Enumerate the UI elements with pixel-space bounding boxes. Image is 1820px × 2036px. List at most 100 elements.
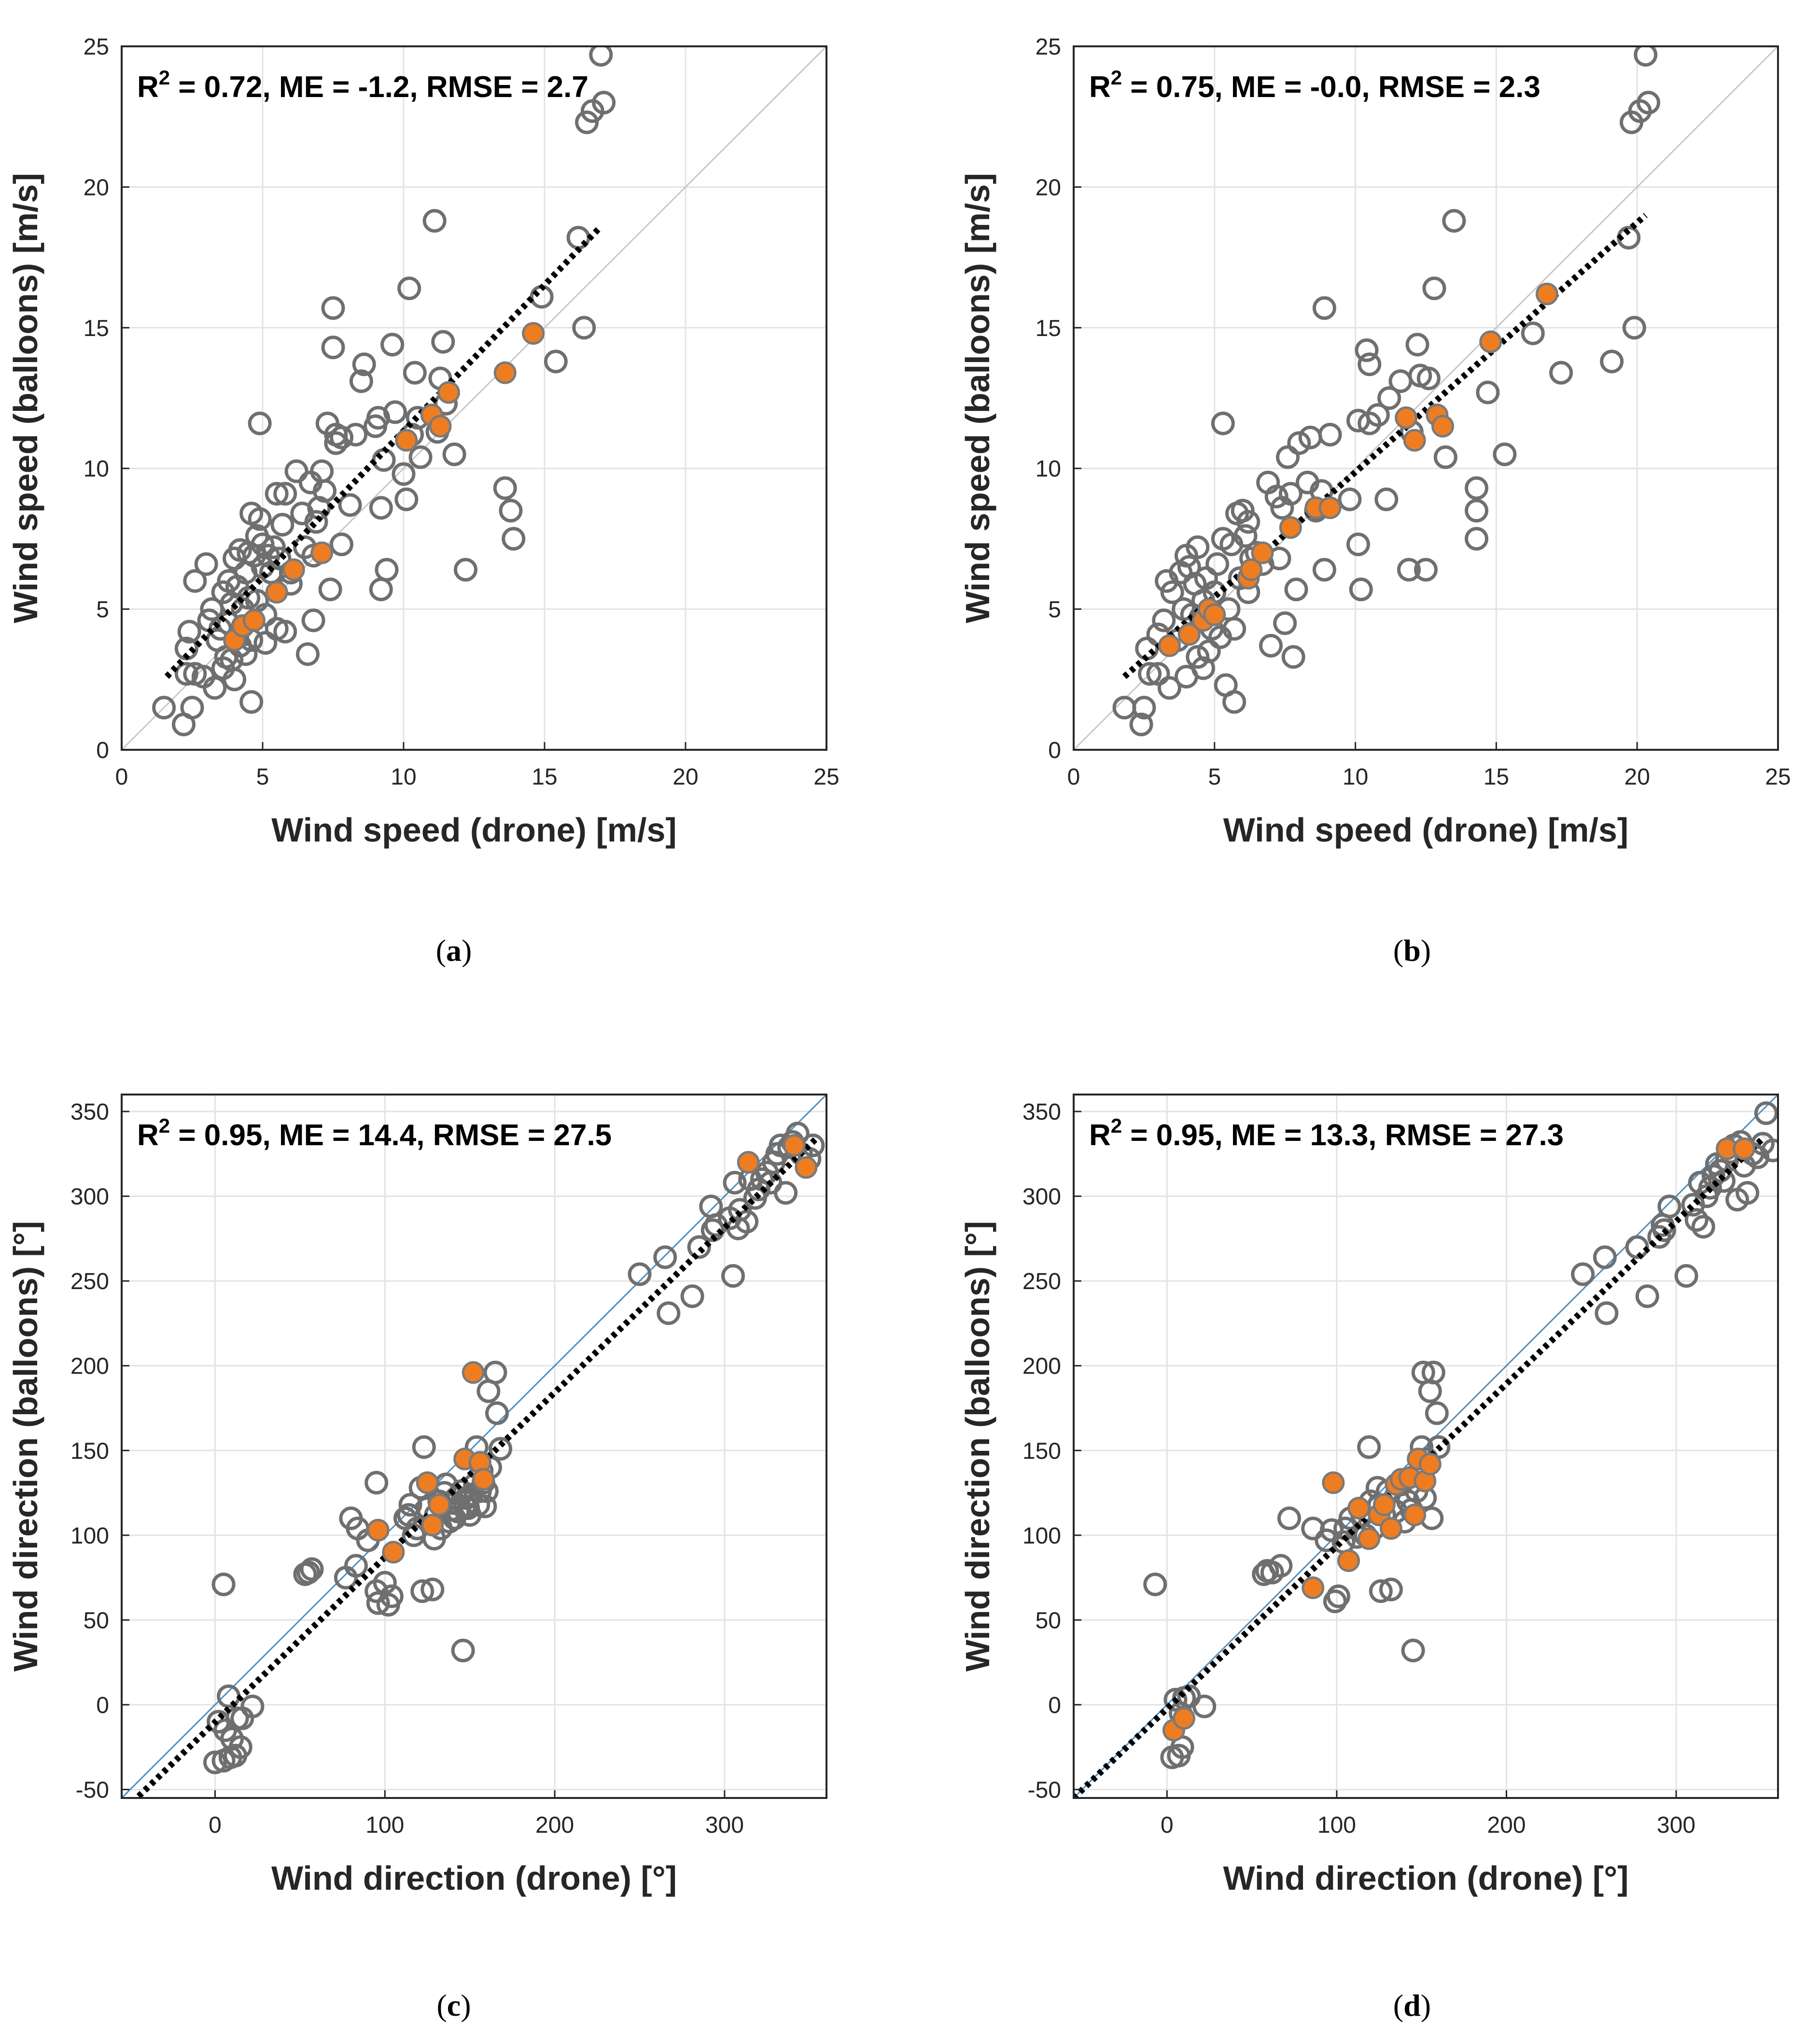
data-point: [493, 476, 517, 500]
data-point: [344, 422, 368, 447]
data-point: [442, 442, 466, 466]
x-tick-label: 100: [365, 1812, 404, 1838]
data-point: [1186, 645, 1210, 669]
panel-caption: (a): [436, 933, 472, 968]
caption-open-paren: (: [436, 933, 446, 968]
highlighted-point: [737, 1151, 760, 1174]
data-point: [1647, 1225, 1671, 1249]
data-point: [572, 316, 596, 340]
data-point: [700, 1218, 725, 1242]
x-tick-label: 10: [391, 764, 416, 790]
y-tick-label: 5: [96, 597, 109, 623]
data-point: [1277, 1506, 1301, 1531]
highlighted-point: [1535, 282, 1558, 306]
data-point: [410, 1579, 434, 1603]
y-tick-label: 20: [84, 175, 109, 200]
highlighted-point: [395, 429, 418, 452]
stats-annotation: R2 = 0.95, ME = 14.4, RMSE = 27.5: [137, 1114, 612, 1152]
highlighted-point: [1203, 603, 1226, 626]
data-point: [273, 482, 297, 506]
data-point: [1674, 1264, 1698, 1288]
data-point: [239, 690, 264, 714]
data-point: [1146, 662, 1170, 686]
highlighted-point: [795, 1156, 818, 1179]
y-tick-label: 200: [1022, 1354, 1061, 1379]
data-point: [1425, 1401, 1449, 1425]
data-point: [1493, 442, 1517, 466]
highlighted-point: [1158, 634, 1181, 657]
y-tick-label: 15: [1036, 316, 1061, 341]
panel-c: 0 100 200 300 -50 0 50 100 150 200 250 300 350 Wind d…: [7, 1094, 827, 2022]
data-point: [1379, 1577, 1403, 1601]
y-axis-label: Wind direction (balloons) [°]: [959, 1221, 996, 1671]
data-layer: [122, 46, 826, 750]
data-point: [248, 507, 272, 531]
highlighted-point: [421, 1514, 444, 1537]
stats-superscript: 2: [1111, 1114, 1122, 1137]
data-point: [1323, 1589, 1347, 1614]
data-point: [1197, 639, 1221, 663]
data-point: [296, 1560, 321, 1585]
x-tick-label: 5: [256, 764, 269, 790]
caption-close-paren: ): [1421, 1988, 1431, 2022]
highlighted-point: [366, 1518, 390, 1542]
caption-open-paren: (: [1393, 1988, 1403, 2022]
x-tick-label: 0: [209, 1812, 222, 1838]
data-point: [1421, 1361, 1445, 1385]
data-point: [1138, 662, 1162, 686]
data-point: [383, 400, 407, 424]
axes-frame: [1073, 45, 1779, 751]
highlighted-point: [1733, 1137, 1756, 1160]
x-tick-label: 200: [535, 1812, 574, 1838]
y-tick-label: 10: [84, 456, 109, 482]
x-axis-label: Wind speed (drone) [m/s]: [1223, 811, 1628, 849]
data-point: [394, 487, 419, 511]
data-point: [318, 577, 342, 602]
highlighted-point: [472, 1468, 495, 1491]
data-point: [1312, 296, 1336, 320]
y-tick-label: 0: [1048, 1693, 1061, 1718]
data-point: [1761, 1138, 1778, 1163]
y-tick-label: 0: [1048, 738, 1061, 763]
data-point: [628, 1262, 652, 1286]
data-point: [1264, 484, 1288, 508]
x-axis-label: Wind direction (drone) [°]: [271, 1859, 677, 1897]
highlighted-point: [429, 415, 452, 438]
data-point: [1595, 1301, 1619, 1325]
y-tick-label: 15: [84, 316, 109, 341]
data-point: [301, 608, 325, 632]
x-tick-label: 0: [1067, 764, 1080, 790]
highlighted-point: [1279, 516, 1302, 539]
data-point: [728, 1198, 752, 1222]
data-point: [330, 533, 354, 557]
caption-close-paren: ): [462, 933, 472, 968]
data-point: [431, 330, 455, 354]
caption-letter: a: [446, 933, 462, 968]
data-point: [330, 425, 354, 449]
data-point: [248, 411, 272, 435]
stats-annotation: R2 = 0.95, ME = 13.3, RMSE = 27.3: [1089, 1114, 1564, 1152]
data-point: [1622, 316, 1646, 340]
y-tick-label: 0: [96, 738, 109, 763]
y-tick-label: 20: [1036, 175, 1061, 200]
axes-frame: [121, 1094, 827, 1799]
highlighted-point: [242, 609, 266, 632]
highlighted-point: [1403, 1503, 1427, 1527]
y-tick-label: 100: [70, 1523, 109, 1549]
data-point: [183, 569, 207, 593]
data-point: [273, 619, 297, 644]
data-point: [453, 558, 477, 582]
data-point: [451, 1639, 475, 1663]
stats-values: = 0.75, ME = -0.0, RMSE = 2.3: [1122, 70, 1540, 104]
data-point: [575, 110, 599, 134]
data-point: [1476, 380, 1500, 405]
caption-letter: b: [1403, 933, 1421, 968]
y-tick-label: 25: [1036, 34, 1061, 60]
highlighted-point: [1379, 1517, 1402, 1540]
axes-frame: [1073, 1094, 1779, 1799]
data-point: [300, 1557, 324, 1581]
data-point: [1236, 510, 1260, 534]
highlighted-point: [310, 541, 334, 564]
data-point: [485, 1401, 509, 1425]
y-axis-label: Wind speed (balloons) [m/s]: [7, 173, 44, 623]
